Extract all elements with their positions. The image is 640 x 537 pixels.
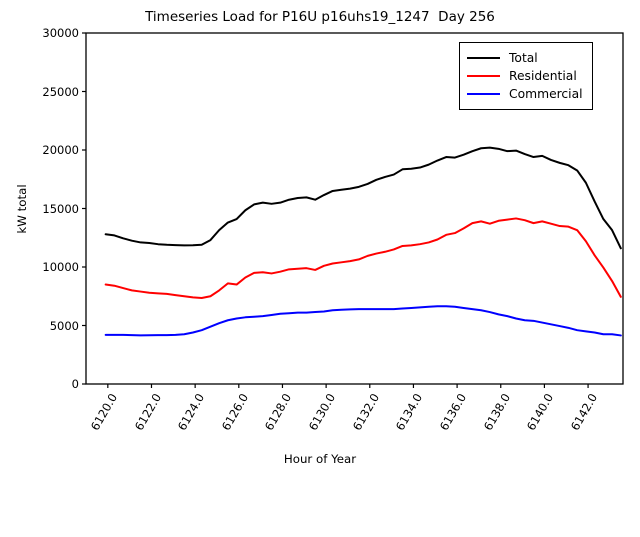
y-tick-label: 25000 xyxy=(42,84,79,99)
plot-canvas xyxy=(82,32,624,388)
legend-item[interactable]: Commercial xyxy=(467,85,583,103)
legend-label: Commercial xyxy=(509,87,583,101)
chart-legend: Total Residential Commercial xyxy=(459,42,593,110)
y-tick-label: 15000 xyxy=(42,201,79,216)
y-tick-label: 10000 xyxy=(42,260,79,274)
chart-title: Timeseries Load for P16U p16uhs19_1247 D… xyxy=(145,9,495,25)
y-axis-label: kW total xyxy=(15,183,29,234)
y-tick-label: 5000 xyxy=(49,318,79,333)
legend-label: Total xyxy=(509,51,538,65)
legend-swatch-commercial xyxy=(467,93,500,95)
y-tick-label: 30000 xyxy=(42,26,79,40)
series-line-commercial xyxy=(104,305,622,337)
axis-ticks xyxy=(82,32,589,388)
y-tick-label: 20000 xyxy=(42,143,79,157)
y-tick-label: 0 xyxy=(71,377,79,391)
x-axis-label: Hour of Year xyxy=(283,452,357,466)
series-line-residential xyxy=(104,217,622,299)
legend-swatch-total xyxy=(467,57,500,59)
data-lines xyxy=(104,146,622,337)
legend-swatch-residential xyxy=(467,75,500,77)
legend-item[interactable]: Total xyxy=(467,49,583,67)
legend-item[interactable]: Residential xyxy=(467,67,583,85)
series-line-total xyxy=(104,146,622,250)
legend-label: Residential xyxy=(509,69,577,83)
chart-figure: Timeseries Load for P16U p16uhs19_1247 D… xyxy=(15,9,624,466)
